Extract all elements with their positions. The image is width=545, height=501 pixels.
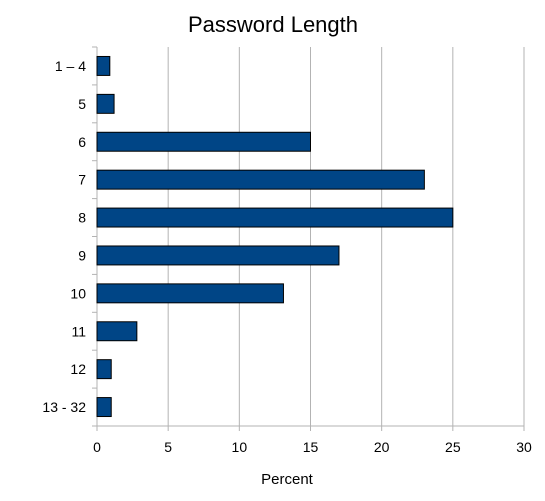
- x-tick-label: 0: [93, 439, 101, 455]
- bar: [97, 208, 453, 227]
- x-tick-label: 20: [374, 439, 390, 455]
- x-tick-label: 25: [445, 439, 461, 455]
- x-tick-label: 15: [303, 439, 319, 455]
- x-tick-label: 5: [164, 439, 172, 455]
- bar: [97, 94, 114, 113]
- y-tick-label: 6: [78, 134, 86, 150]
- y-tick-label: 11: [71, 323, 86, 339]
- bar: [97, 284, 283, 303]
- x-tick-label: 10: [232, 439, 248, 455]
- y-tick-label: 10: [70, 285, 86, 301]
- grid-lines: [92, 47, 524, 431]
- bar: [97, 56, 110, 75]
- y-tick-label: 7: [78, 172, 86, 188]
- chart-title: Password Length: [188, 12, 358, 37]
- x-tick-labels: 0 5 10 15 20 25 30: [93, 439, 532, 455]
- bars: [97, 56, 453, 416]
- bar: [97, 170, 424, 189]
- y-tick-label: 9: [78, 247, 86, 263]
- x-tick-label: 30: [516, 439, 532, 455]
- y-tick-label: 1 – 4: [55, 58, 86, 74]
- bar: [97, 322, 137, 341]
- y-tick-label: 5: [78, 96, 86, 112]
- y-tick-label: 8: [78, 210, 86, 226]
- y-tick-label: 13 - 32: [42, 399, 86, 415]
- bar: [97, 398, 111, 417]
- bar: [97, 360, 111, 379]
- x-axis-label: Percent: [261, 471, 314, 488]
- bar: [97, 246, 339, 265]
- y-tick-label: 12: [70, 361, 86, 377]
- y-tick-labels: 1 – 4 5 6 7 8 9 10 11 12 13 - 32: [42, 58, 86, 415]
- bar: [97, 132, 311, 151]
